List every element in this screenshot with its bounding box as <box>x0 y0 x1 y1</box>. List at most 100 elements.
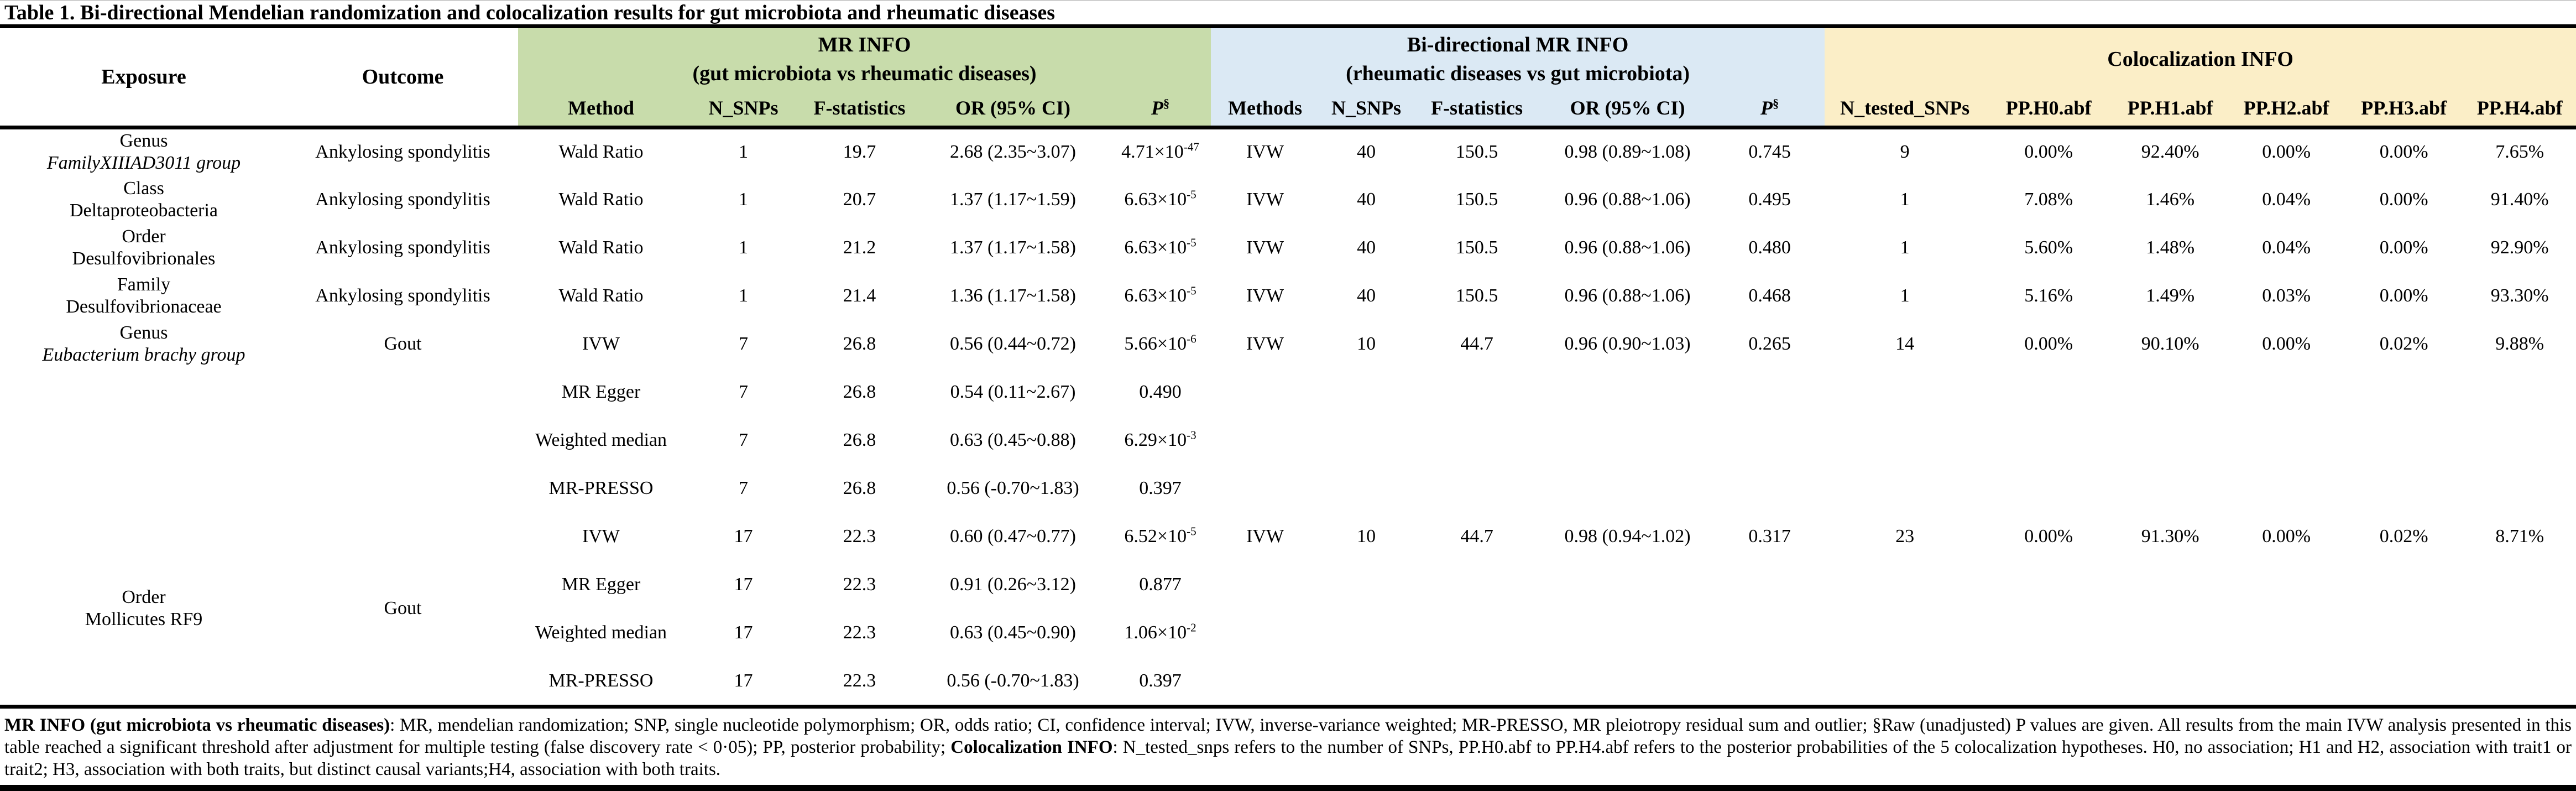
coloc-pp-h1-header: PP.H1.abf <box>2112 90 2229 129</box>
mr-method-cell: MR Egger <box>518 368 684 416</box>
coloc-pp-h2-cell: 0.00% <box>2228 512 2345 560</box>
bi-or-ci-cell <box>1540 560 1715 608</box>
mr-n-snps-cell: 17 <box>684 512 803 560</box>
mr-method-cell: Wald Ratio <box>518 175 684 223</box>
mr-n-snps-cell: 17 <box>684 657 803 705</box>
bi-p-value-cell: 0.480 <box>1715 223 1825 272</box>
coloc-pp-h4-header: PP.H4.abf <box>2463 90 2576 129</box>
coloc-pp-h3-cell: 0.00% <box>2344 223 2464 272</box>
coloc-pp-h1-cell <box>2112 657 2229 705</box>
bi-or-ci-cell <box>1540 608 1715 657</box>
bi-n-snps-cell: 10 <box>1319 512 1414 560</box>
mr-method-cell: MR-PRESSO <box>518 657 684 705</box>
coloc-pp-h2-cell <box>2228 416 2345 464</box>
coloc-pp-h0-cell <box>1985 416 2113 464</box>
coloc-pp-h2-cell: 0.04% <box>2228 175 2345 223</box>
footnote-segment: : MR, mendelian randomization; SNP, sing… <box>4 715 2572 757</box>
bi-or-ci-cell: 0.96 (0.88~1.06) <box>1540 223 1715 272</box>
coloc-n-tested-snps-cell: 1 <box>1825 175 1985 223</box>
coloc-pp-h0-cell: 0.00% <box>1985 512 2113 560</box>
outcome-cell: Gout <box>288 512 518 705</box>
bi-method-cell <box>1211 608 1320 657</box>
coloc-pp-h4-cell <box>2463 464 2576 512</box>
coloc-pp-h0-cell: 0.00% <box>1985 320 2113 368</box>
coloc-pp-h2-cell <box>2228 657 2345 705</box>
bi-p-value-cell: 0.495 <box>1715 175 1825 223</box>
coloc-pp-h1-cell: 91.30% <box>2112 512 2229 560</box>
bi-f-statistics-cell <box>1413 464 1541 512</box>
title-divider <box>0 24 2576 28</box>
coloc-pp-h2-cell: 0.00% <box>2228 127 2345 175</box>
exposure-cell: Genus Eubacterium brachy group <box>0 320 288 512</box>
coloc-pp-h2-cell: 0.03% <box>2228 272 2345 320</box>
coloc-pp-h4-cell: 92.90% <box>2463 223 2576 272</box>
coloc-pp-h0-cell: 0.00% <box>1985 127 2113 175</box>
coloc-pp-h4-cell: 9.88% <box>2463 320 2576 368</box>
coloc-pp-h1-cell <box>2112 416 2229 464</box>
mr-method-cell: IVW <box>518 512 684 560</box>
bi-p-value-cell: 0.265 <box>1715 320 1825 368</box>
bi-f-statistics-cell <box>1413 608 1541 657</box>
table-header: Exposure Outcome MR INFO (gut microbiota… <box>0 28 2576 129</box>
outcome-cell: Ankylosing spondylitis <box>288 272 518 320</box>
table-row: MR-PRESSO 17 22.3 0.56 (-0.70~1.83) 0.397 <box>0 657 2576 705</box>
bottom-border-bar <box>0 785 2576 791</box>
bi-or-ci-cell <box>1540 368 1715 416</box>
mr-or-ci-cell: 0.56 (-0.70~1.83) <box>916 657 1110 705</box>
exposure-taxon: Mollicutes RF9 <box>85 609 203 629</box>
bi-f-statistics-cell: 150.5 <box>1413 175 1541 223</box>
mr-p-value-cell: 6.63×10-5 <box>1110 223 1211 272</box>
mr-p-value-cell: 6.63×10-5 <box>1110 175 1211 223</box>
bi-p-value-cell <box>1715 416 1825 464</box>
coloc-pp-h4-cell <box>2463 608 2576 657</box>
coloc-pp-h4-cell: 91.40% <box>2463 175 2576 223</box>
exposure-cell: Order Desulfovibrionales <box>0 223 288 272</box>
table-bottom-divider <box>0 705 2576 709</box>
bi-method-cell <box>1211 464 1320 512</box>
mr-f-statistics-cell: 22.3 <box>803 512 916 560</box>
coloc-pp-h2-cell: 0.04% <box>2228 223 2345 272</box>
bi-method-cell <box>1211 416 1320 464</box>
bi-mr-info-group-header: Bi-directional MR INFO (rheumatic diseas… <box>1211 28 1825 90</box>
group-header-row: Exposure Outcome MR INFO (gut microbiota… <box>0 28 2576 129</box>
coloc-n-tested-snps-cell: 1 <box>1825 223 1985 272</box>
outcome-cell: Ankylosing spondylitis <box>288 175 518 223</box>
mr-p-value-cell: 0.397 <box>1110 464 1211 512</box>
mr-or-ci-cell: 2.68 (2.35~3.07) <box>916 127 1110 175</box>
column-header-row: Method N_SNPs F-statistics OR (95% CI) P… <box>0 90 2576 129</box>
exposure-rank: Order <box>122 587 166 607</box>
mr-f-statistics-cell: 26.8 <box>803 320 916 368</box>
bi-p-value-cell <box>1715 608 1825 657</box>
coloc-pp-h3-cell <box>2344 608 2464 657</box>
mr-or-ci-cell: 1.36 (1.17~1.58) <box>916 272 1110 320</box>
mr-or-ci-cell: 0.63 (0.45~0.88) <box>916 416 1110 464</box>
mr-method-cell: Wald Ratio <box>518 127 684 175</box>
coloc-pp-h1-cell <box>2112 560 2229 608</box>
outcome-cell: Ankylosing spondylitis <box>288 223 518 272</box>
mr-info-group-subtitle: (gut microbiota vs rheumatic diseases) <box>692 62 1037 85</box>
outcome-column-header: Outcome <box>288 28 518 129</box>
bi-n-snps-cell: 40 <box>1319 272 1414 320</box>
mr-method-cell: Wald Ratio <box>518 223 684 272</box>
table-row: Genus Eubacterium brachy group Gout IVW 7 26.… <box>0 320 2576 512</box>
mr-or-ci-cell: 1.37 (1.17~1.58) <box>916 223 1110 272</box>
table-row: Order Mollicutes RF9 Gout IVW 17 22.3 0.60 (0.… <box>0 512 2576 705</box>
mr-p-value-cell: 5.66×10-6 <box>1110 320 1211 368</box>
bi-f-statistics-cell: 150.5 <box>1413 272 1541 320</box>
bi-p-value-cell: 0.745 <box>1715 127 1825 175</box>
bi-mr-info-group-title: Bi-directional MR INFO <box>1407 33 1629 56</box>
coloc-pp-h4-cell <box>2463 560 2576 608</box>
outcome-cell: Ankylosing spondylitis <box>288 127 518 175</box>
bi-n-snps-cell <box>1319 560 1414 608</box>
exposure-rank: Class <box>123 178 164 199</box>
bi-or-ci-cell <box>1540 657 1715 705</box>
outcome-cell: Gout <box>288 320 518 512</box>
bi-p-value-cell: 0.317 <box>1715 512 1825 560</box>
bi-p-value-cell: 0.468 <box>1715 272 1825 320</box>
coloc-n-tested-snps-cell <box>1825 608 1985 657</box>
bi-or-ci-header: OR (95% CI) <box>1540 90 1715 129</box>
mr-method-cell: Wald Ratio <box>518 272 684 320</box>
bi-method-cell: IVW <box>1211 223 1320 272</box>
outcome-label: Ankylosing spondylitis <box>315 285 490 306</box>
coloc-pp-h1-cell: 92.40% <box>2112 127 2229 175</box>
